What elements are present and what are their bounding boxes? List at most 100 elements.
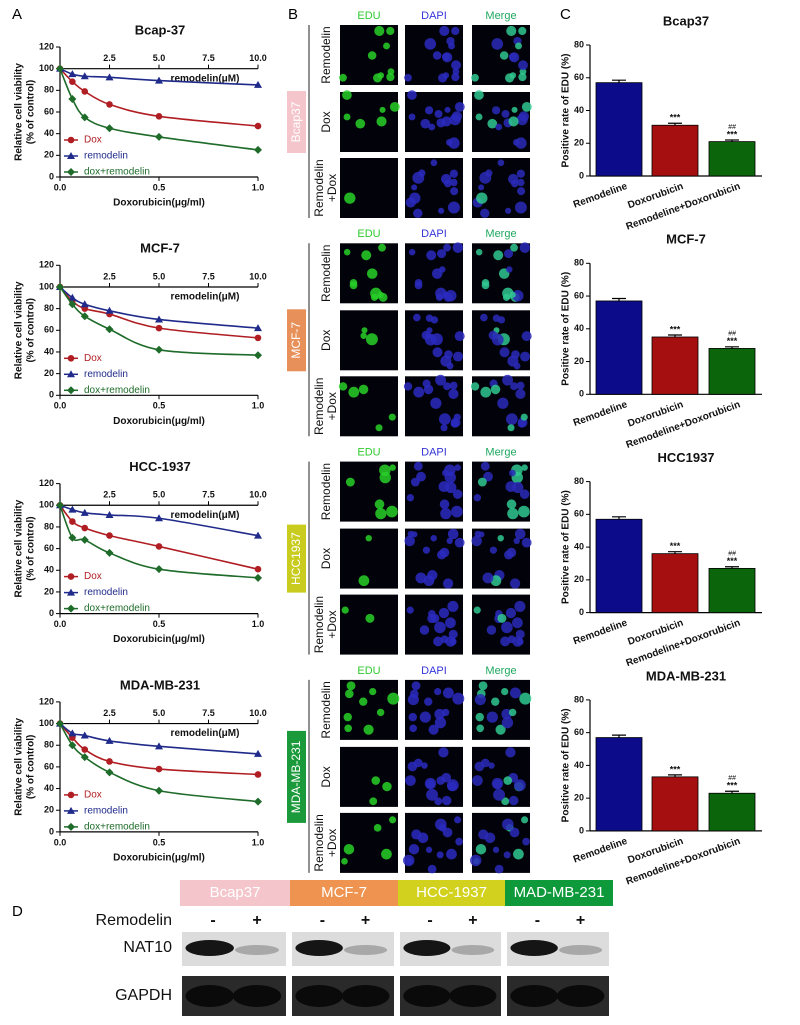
significance-label: ## <box>728 551 736 558</box>
nucleus <box>419 711 431 723</box>
y-tick-label: 40 <box>44 128 54 138</box>
x-tick-label: 0.0 <box>54 182 67 192</box>
legend-label: remodelin <box>84 587 128 598</box>
y-tick-label: 100 <box>39 500 54 510</box>
row-label: Remodelin <box>319 681 333 738</box>
nucleus <box>449 169 458 178</box>
significance-label: *** <box>727 129 738 139</box>
column-header: Merge <box>485 228 516 240</box>
nucleus <box>519 242 531 253</box>
bar <box>595 518 643 614</box>
x-tick-label: 0.0 <box>54 837 67 847</box>
nucleus <box>388 413 396 421</box>
x2-tick-label: 2.5 <box>103 271 116 281</box>
nucleus <box>441 116 452 127</box>
nucleus <box>497 397 509 409</box>
legend-marker <box>67 806 75 814</box>
row-label: Remodelin <box>319 26 333 83</box>
nucleus <box>495 123 503 131</box>
nucleus <box>373 73 383 83</box>
point <box>56 719 64 728</box>
nucleus <box>501 109 510 118</box>
nucleus <box>377 291 384 298</box>
x2-tick-label: 5.0 <box>153 271 166 281</box>
x-tick-label: 1.0 <box>252 619 265 629</box>
y-axis-label: Positive rate of EDU (%) <box>561 272 572 386</box>
nucleus <box>436 851 444 859</box>
nucleus <box>424 38 437 50</box>
nucleus <box>505 747 516 758</box>
nucleus <box>365 534 372 542</box>
x2-axis-label: remodelin(μM) <box>171 510 240 521</box>
error-bar <box>612 516 626 520</box>
nucleus <box>343 712 352 722</box>
error-bar <box>725 139 739 142</box>
nucleus <box>509 52 520 63</box>
nucleus <box>411 184 418 191</box>
nucleus <box>471 535 482 547</box>
point <box>105 548 114 557</box>
point <box>80 753 89 762</box>
protein-label: GAPDH <box>115 987 172 1004</box>
treatment-sign: - <box>320 912 325 929</box>
nucleus <box>440 635 449 644</box>
nucleus <box>470 382 480 391</box>
error-bar <box>668 122 682 126</box>
nucleus <box>473 606 481 614</box>
nucleus <box>488 762 495 769</box>
point <box>254 351 262 360</box>
x-tick-label: Remodeline <box>572 836 629 866</box>
nucleus <box>343 113 351 121</box>
point <box>69 78 76 85</box>
point <box>155 786 163 795</box>
nucleus <box>507 635 516 644</box>
legend-marker <box>67 573 75 580</box>
nucleus <box>444 106 451 113</box>
protein-label: NAT10 <box>123 939 172 956</box>
nucleus <box>451 72 460 82</box>
nucleus <box>454 331 465 342</box>
nucleus <box>437 249 447 259</box>
legend-label: dox+remodelin <box>84 385 150 396</box>
cell-line-label: HCC1937 <box>289 532 303 585</box>
row-label: +Dox <box>325 610 339 638</box>
y-tick-label: 60 <box>44 106 54 116</box>
y-tick-label: 80 <box>44 740 54 750</box>
significance-label: ## <box>728 775 736 782</box>
legend-marker <box>67 168 75 176</box>
nucleus <box>361 250 372 261</box>
column-header: DAPI <box>421 228 447 240</box>
nucleus <box>505 413 518 426</box>
nucleus <box>367 51 377 60</box>
treatment-sign: + <box>576 912 585 929</box>
nucleus <box>521 464 528 471</box>
legend-marker <box>67 136 75 144</box>
point <box>56 64 64 73</box>
bar <box>595 82 643 177</box>
nucleus <box>442 687 454 699</box>
nucleus <box>505 607 517 619</box>
x-tick-label: Remodeline <box>572 399 629 429</box>
nucleus <box>439 25 450 36</box>
point <box>80 508 89 516</box>
nucleus <box>409 724 417 733</box>
nucleus <box>414 279 423 287</box>
y-tick-label: 40 <box>44 346 54 356</box>
point <box>155 565 163 574</box>
nucleus <box>506 266 513 273</box>
point <box>80 535 89 544</box>
point <box>254 565 262 573</box>
nucleus <box>502 818 514 831</box>
point <box>80 312 89 321</box>
cell-line-header <box>398 880 505 906</box>
nucleus <box>505 73 515 83</box>
x2-tick-label: 7.5 <box>202 490 215 500</box>
nucleus <box>512 617 523 629</box>
nucleus <box>507 355 519 367</box>
nucleus <box>512 481 524 494</box>
significance-label: *** <box>670 764 681 774</box>
nucleus <box>432 347 443 358</box>
nucleus <box>480 208 490 219</box>
column-header: Merge <box>485 665 516 677</box>
legend-label: dox+remodelin <box>84 822 150 833</box>
